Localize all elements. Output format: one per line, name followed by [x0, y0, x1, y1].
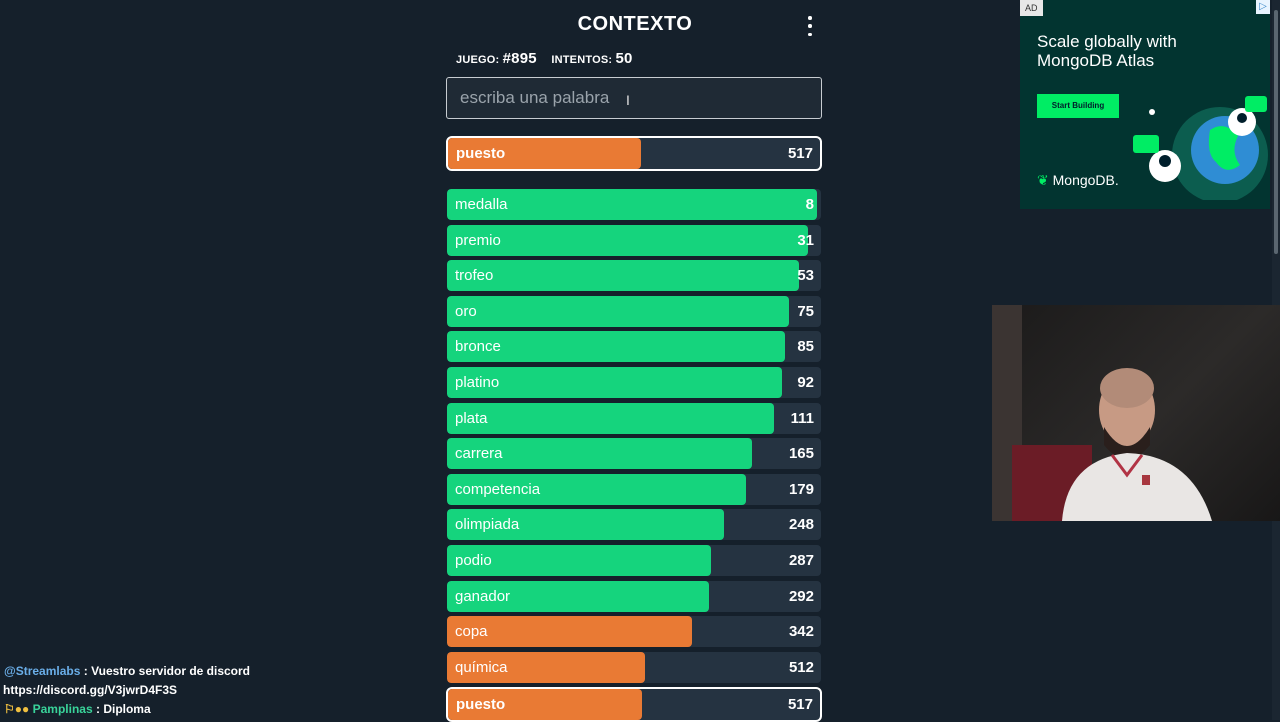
scrollbar-thumb[interactable] [1274, 10, 1278, 254]
chat-username: @Streamlabs [4, 664, 81, 678]
guess-rank: 8 [805, 196, 814, 213]
chat-text: Vuestro servidor de discord [91, 664, 251, 678]
attempts-count: 50 [615, 50, 633, 67]
chat-message-cont: https://discord.gg/V3jwrD4F3S [3, 683, 178, 697]
guess-bar [447, 438, 752, 469]
guess-row: premio 31 [447, 225, 821, 256]
last-guess-word: puesto [456, 145, 506, 162]
guess-row: copa 342 [447, 616, 821, 647]
last-guess-row: puesto 517 [446, 136, 822, 171]
guess-row: ganador 292 [447, 581, 821, 612]
guess-rank: 92 [797, 374, 814, 391]
guess-bar [447, 545, 711, 576]
guess-word: ganador [455, 588, 511, 605]
guess-bar [447, 225, 808, 256]
ad-label: AD [1020, 0, 1043, 16]
guess-bar [447, 474, 746, 505]
guess-bar [447, 509, 724, 540]
guess-rank: 512 [788, 659, 814, 676]
guess-row: carrera 165 [447, 438, 821, 469]
guess-word: carrera [455, 445, 503, 462]
mongodb-logo: ❦ MongoDB. [1037, 172, 1119, 189]
guess-row: plata 111 [447, 403, 821, 434]
guess-bar [447, 581, 709, 612]
guess-rank: 165 [788, 445, 814, 462]
guess-bar [447, 616, 692, 647]
guess-word: copa [455, 623, 488, 640]
ad-choices-icon[interactable]: ▷ [1256, 0, 1270, 14]
guess-word: trofeo [455, 267, 494, 284]
last-guess-bar [448, 138, 641, 169]
guess-row: química 512 [447, 652, 821, 683]
guess-bar [448, 689, 642, 720]
chat-separator: : [92, 702, 104, 716]
game-stats: JUEGO: #895 INTENTOS: 50 [456, 50, 633, 67]
guess-word: puesto [456, 696, 506, 713]
ad-headline: Scale globally with MongoDB Atlas [1037, 32, 1177, 70]
guess-word: olimpiada [455, 516, 520, 533]
chat-separator: : [80, 664, 92, 678]
guess-word: podio [455, 552, 492, 569]
guess-row: medalla 8 [447, 189, 821, 220]
stream-chat: @Streamlabs : Vuestro servidor de discor… [3, 662, 250, 719]
chat-message: ⚐●● Pamplinas : Diploma [4, 700, 250, 719]
guess-word: plata [455, 410, 488, 427]
guess-word: bronce [455, 338, 501, 355]
guess-word: premio [455, 232, 501, 249]
guess-rank: 111 [790, 410, 814, 427]
advertisement[interactable]: AD ▷ Scale globally with MongoDB Atlas S… [1020, 0, 1270, 209]
guess-row: platino 92 [447, 367, 821, 398]
leaf-icon: ❦ [1037, 172, 1049, 188]
last-guess-rank: 517 [787, 145, 813, 162]
chat-username: Pamplinas [32, 702, 93, 716]
guess-rank: 31 [797, 232, 814, 249]
chat-text: Diploma [103, 702, 151, 716]
guess-word: química [455, 659, 508, 676]
guess-rank: 287 [788, 552, 814, 569]
guess-row: bronce 85 [447, 331, 821, 362]
globe-illustration-icon [1133, 96, 1268, 200]
guess-row: puesto 517 [446, 687, 822, 722]
guess-rank: 179 [788, 481, 814, 498]
guess-rank: 248 [788, 516, 814, 533]
guess-input[interactable] [446, 77, 822, 119]
more-options-icon[interactable] [806, 16, 814, 36]
chat-badges-icon: ⚐●● [4, 702, 30, 716]
guess-rank: 517 [787, 696, 813, 713]
game-number: #895 [502, 50, 537, 67]
ad-cta-button[interactable]: Start Building [1037, 94, 1119, 118]
guess-row: oro 75 [447, 296, 821, 327]
guess-bar [447, 331, 785, 362]
streamer-video-icon [992, 305, 1212, 521]
guess-word: competencia [455, 481, 541, 498]
guess-word: oro [455, 303, 477, 320]
guess-bar [447, 296, 789, 327]
guess-rank: 53 [797, 267, 814, 284]
guess-row: olimpiada 248 [447, 509, 821, 540]
game-title: CONTEXTO [577, 13, 693, 35]
guess-bar [447, 367, 782, 398]
guess-row: trofeo 53 [447, 260, 821, 291]
ad-brand: MongoDB. [1052, 172, 1119, 188]
guess-rank: 75 [797, 303, 814, 320]
guess-rank: 292 [788, 588, 814, 605]
guess-word: platino [455, 374, 500, 391]
game-label: JUEGO: [456, 54, 500, 66]
guess-bar [447, 403, 774, 434]
contexto-game: CONTEXTO JUEGO: #895 INTENTOS: 50 I pues… [446, 0, 824, 722]
guess-row: podio 287 [447, 545, 821, 576]
guess-rank: 342 [788, 623, 814, 640]
guess-rank: 85 [797, 338, 814, 355]
guess-word: medalla [455, 196, 508, 213]
guess-row: competencia 179 [447, 474, 821, 505]
attempts-label: INTENTOS: [551, 54, 613, 66]
guess-bar [447, 260, 799, 291]
webcam-feed [992, 305, 1280, 521]
guess-bar [447, 652, 645, 683]
chat-message: @Streamlabs : Vuestro servidor de discor… [4, 662, 250, 681]
guess-bar [447, 189, 817, 220]
